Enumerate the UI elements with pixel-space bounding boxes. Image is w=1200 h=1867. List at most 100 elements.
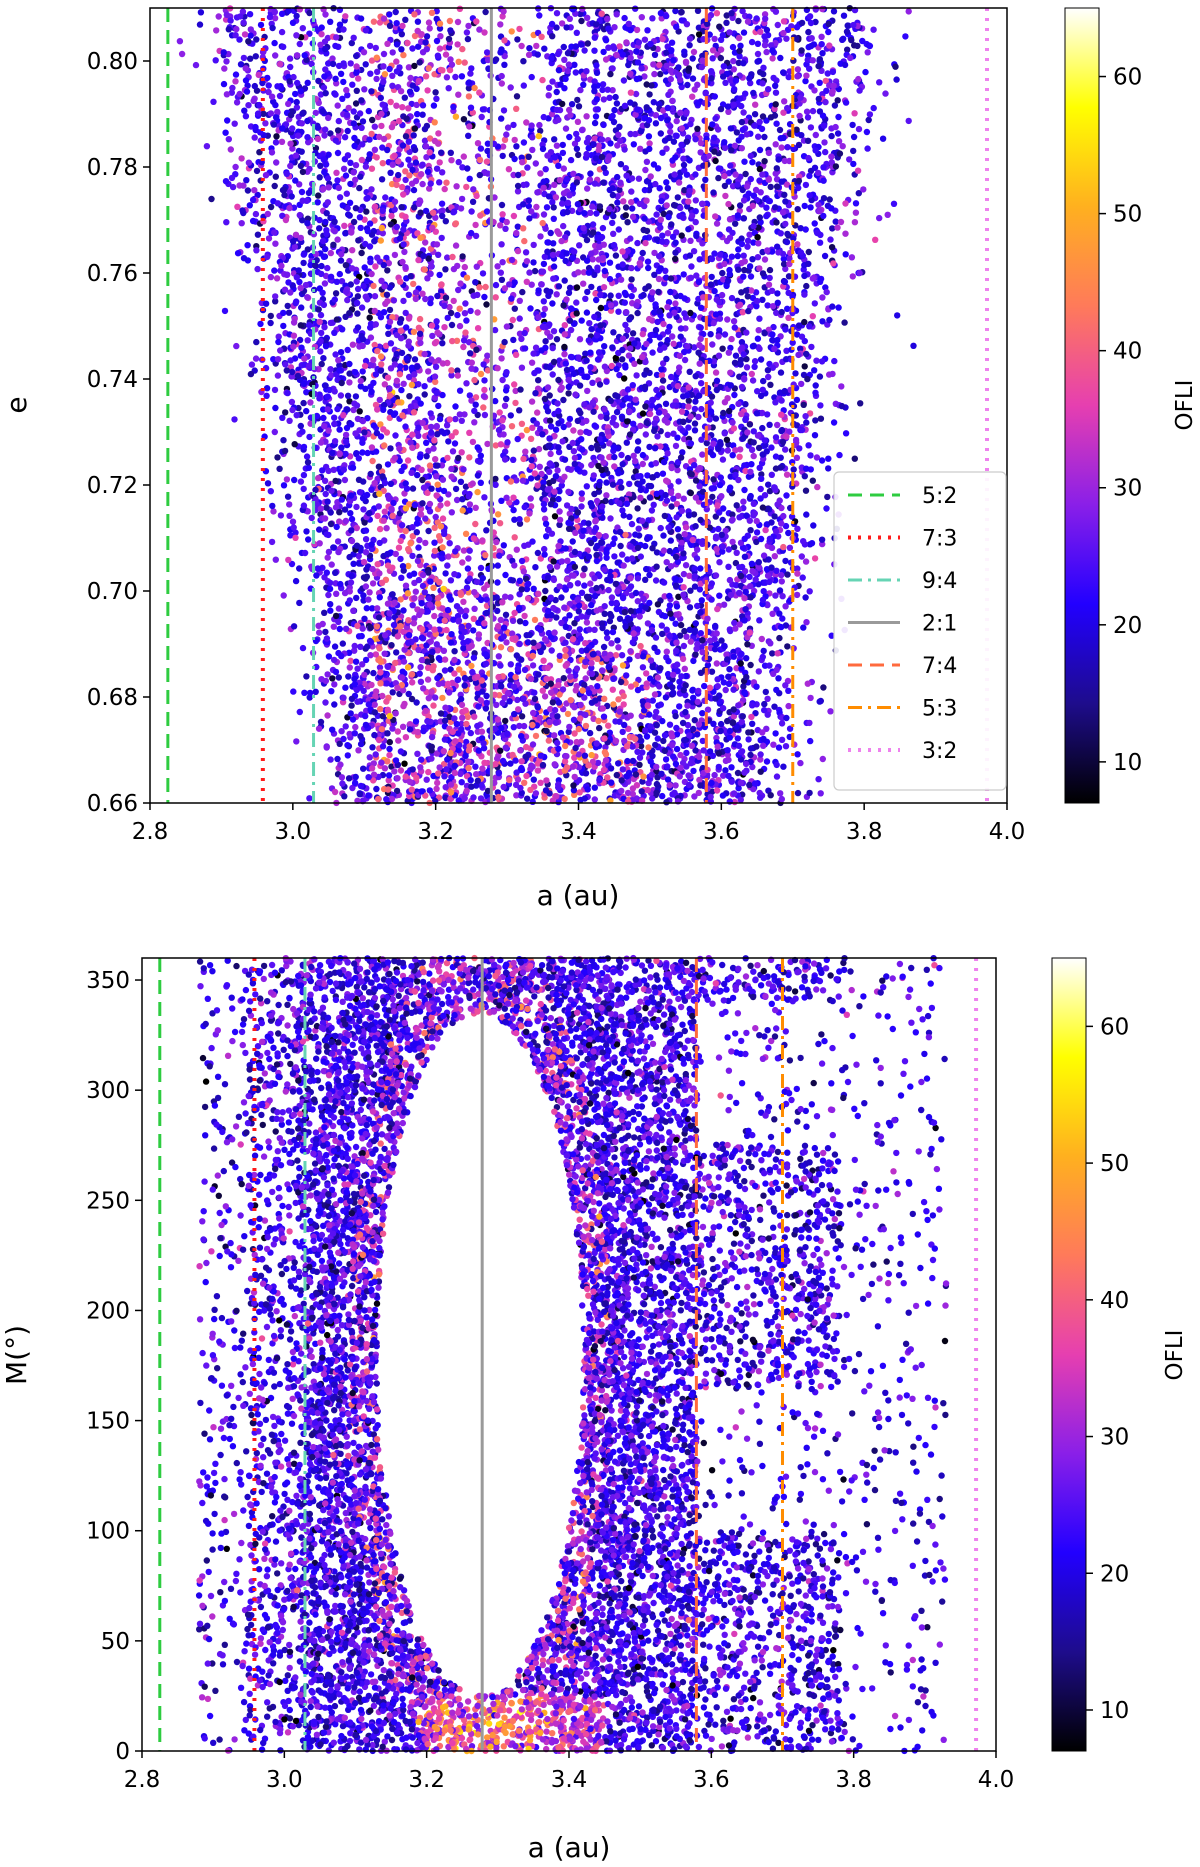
scatter-point	[610, 687, 616, 693]
scatter-point	[835, 304, 841, 310]
scatter-point	[253, 53, 259, 59]
scatter-point	[561, 351, 567, 357]
scatter-point	[294, 412, 300, 418]
scatter-point	[494, 579, 500, 585]
scatter-point	[289, 407, 295, 413]
scatter-point	[347, 664, 353, 670]
scatter-point	[814, 484, 820, 490]
scatter-point	[567, 416, 573, 422]
scatter-point	[460, 599, 466, 605]
scatter-point	[588, 326, 594, 332]
scatter-point	[699, 240, 705, 246]
scatter-point	[637, 613, 643, 619]
scatter-point	[497, 21, 503, 27]
scatter-point	[763, 49, 769, 55]
scatter-point	[828, 133, 834, 139]
scatter-point	[783, 492, 789, 498]
scatter-point	[550, 276, 556, 282]
scatter-point	[420, 685, 426, 691]
scatter-point	[407, 779, 413, 785]
scatter-point	[396, 118, 402, 124]
scatter-point	[447, 67, 453, 73]
scatter-point	[327, 601, 333, 607]
scatter-point	[222, 308, 228, 314]
scatter-point	[574, 146, 580, 152]
scatter-point	[772, 730, 778, 736]
scatter-point	[177, 38, 183, 44]
scatter-point	[562, 457, 568, 463]
scatter-point	[590, 256, 596, 262]
scatter-point	[517, 315, 523, 321]
scatter-point	[629, 205, 635, 211]
scatter-point	[633, 372, 639, 378]
scatter-point	[759, 297, 765, 303]
scatter-point	[746, 574, 752, 580]
scatter-point	[454, 603, 460, 609]
scatter-point	[532, 696, 538, 702]
scatter-point	[223, 178, 229, 184]
scatter-point	[773, 121, 779, 127]
scatter-point	[450, 448, 456, 454]
scatter-point	[380, 743, 386, 749]
scatter-point	[617, 543, 623, 549]
scatter-point	[835, 130, 841, 136]
scatter-point	[522, 504, 528, 510]
scatter-point	[757, 166, 763, 172]
scatter-point	[285, 494, 291, 500]
scatter-point	[448, 631, 454, 637]
scatter-point	[441, 648, 447, 654]
scatter-point	[375, 561, 381, 567]
scatter-point	[601, 343, 607, 349]
scatter-point	[571, 620, 577, 626]
scatter-point	[744, 364, 750, 370]
scatter-point	[588, 284, 594, 290]
scatter-point	[719, 292, 725, 298]
scatter-point	[551, 732, 557, 738]
scatter-point	[818, 790, 824, 796]
top-panel: 2.8 3.0 3.2 3.4 3.6 3.8 4.0 0.660.680.700.720.…	[0, 5, 1198, 912]
scatter-point	[449, 338, 455, 344]
scatter-point	[730, 44, 736, 50]
scatter-point	[678, 325, 684, 331]
scatter-point	[551, 216, 557, 222]
scatter-point	[464, 29, 470, 35]
scatter-point	[499, 73, 505, 79]
scatter-point	[498, 355, 504, 361]
scatter-point	[619, 356, 625, 362]
scatter-point	[674, 603, 680, 609]
scatter-point	[576, 242, 582, 248]
scatter-point	[655, 289, 661, 295]
scatter-point	[591, 48, 597, 54]
scatter-point	[852, 456, 858, 462]
scatter-point	[334, 406, 340, 412]
scatter-point	[523, 773, 529, 779]
scatter-point	[369, 458, 375, 464]
scatter-point	[322, 478, 328, 484]
scatter-point	[645, 787, 651, 793]
scatter-point	[366, 108, 372, 114]
scatter-point	[518, 43, 524, 49]
scatter-point	[526, 510, 532, 516]
scatter-point	[297, 212, 303, 218]
scatter-point	[502, 226, 508, 232]
scatter-point	[802, 203, 808, 209]
scatter-point	[254, 266, 260, 272]
scatter-point	[386, 11, 392, 17]
scatter-point	[340, 640, 346, 646]
scatter-point	[596, 349, 602, 355]
scatter-point	[673, 443, 679, 449]
scatter-point	[541, 46, 547, 52]
scatter-point	[332, 228, 338, 234]
scatter-point	[409, 45, 415, 51]
scatter-point	[510, 495, 516, 501]
scatter-point	[406, 292, 412, 298]
scatter-point	[563, 663, 569, 669]
scatter-point	[672, 8, 678, 14]
scatter-point	[773, 141, 779, 147]
scatter-point	[453, 183, 459, 189]
scatter-point	[502, 594, 508, 600]
scatter-point	[371, 238, 377, 244]
scatter-point	[284, 476, 290, 482]
scatter-point	[345, 347, 351, 353]
scatter-point	[268, 204, 274, 210]
